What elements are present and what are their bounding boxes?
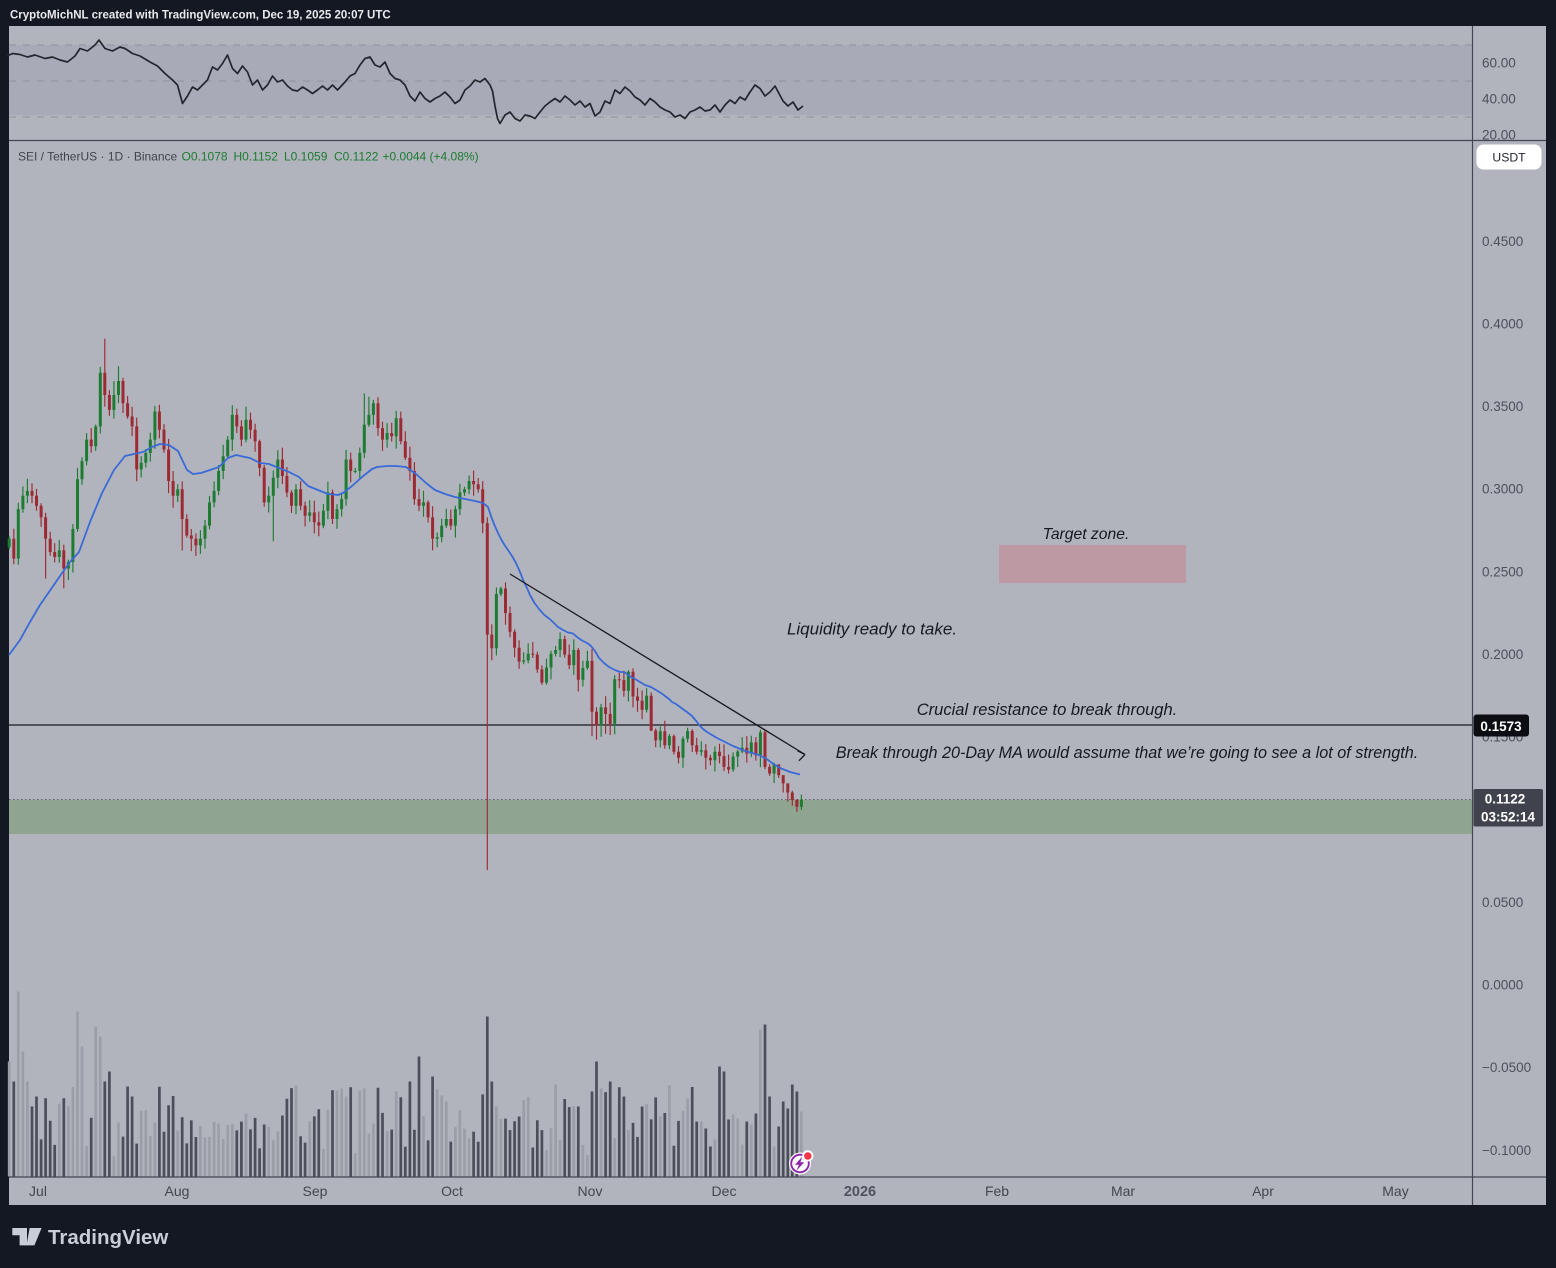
svg-text:0.0000: 0.0000	[1482, 978, 1523, 993]
svg-text:0.4000: 0.4000	[1482, 316, 1523, 331]
svg-text:Aug: Aug	[165, 1183, 190, 1199]
svg-text:CryptoMichNL created with Trad: CryptoMichNL created with TradingView.co…	[10, 10, 391, 22]
svg-text:Dec: Dec	[712, 1183, 737, 1199]
svg-text:20.00: 20.00	[1482, 128, 1516, 143]
svg-text:Mar: Mar	[1111, 1183, 1135, 1199]
svg-text:0.2500: 0.2500	[1482, 564, 1523, 579]
svg-text:−0.1000: −0.1000	[1482, 1143, 1531, 1158]
svg-text:Break through 20-Day MA would: Break through 20-Day MA would assume tha…	[836, 744, 1418, 762]
svg-text:Feb: Feb	[985, 1183, 1009, 1199]
svg-text:40.00: 40.00	[1482, 92, 1516, 107]
svg-text:0.1122: 0.1122	[1485, 792, 1526, 807]
svg-text:May: May	[1382, 1183, 1408, 1199]
svg-text:0.3000: 0.3000	[1482, 482, 1523, 497]
svg-text:Oct: Oct	[441, 1183, 463, 1199]
svg-text:03:52:14: 03:52:14	[1481, 810, 1536, 825]
svg-text:TradingView: TradingView	[48, 1226, 168, 1249]
svg-text:Nov: Nov	[578, 1183, 603, 1199]
svg-text:60.00: 60.00	[1482, 56, 1516, 71]
svg-text:Crucial resistance to break th: Crucial resistance to break through.	[917, 701, 1177, 719]
svg-text:0.0500: 0.0500	[1482, 895, 1523, 910]
svg-text:0.4500: 0.4500	[1482, 234, 1523, 249]
svg-text:USDT: USDT	[1492, 151, 1526, 165]
svg-text:0.2000: 0.2000	[1482, 647, 1523, 662]
svg-text:−0.0500: −0.0500	[1482, 1060, 1531, 1075]
svg-text:2026: 2026	[844, 1184, 876, 1200]
svg-text:0.3500: 0.3500	[1482, 399, 1523, 414]
svg-text:Jul: Jul	[29, 1183, 47, 1199]
svg-text:Sep: Sep	[303, 1183, 328, 1199]
svg-text:0.1573: 0.1573	[1480, 719, 1522, 734]
svg-text:Apr: Apr	[1252, 1183, 1274, 1199]
svg-text:Target zone.: Target zone.	[1043, 526, 1130, 543]
svg-text:Liquidity ready to take.: Liquidity ready to take.	[787, 620, 957, 639]
